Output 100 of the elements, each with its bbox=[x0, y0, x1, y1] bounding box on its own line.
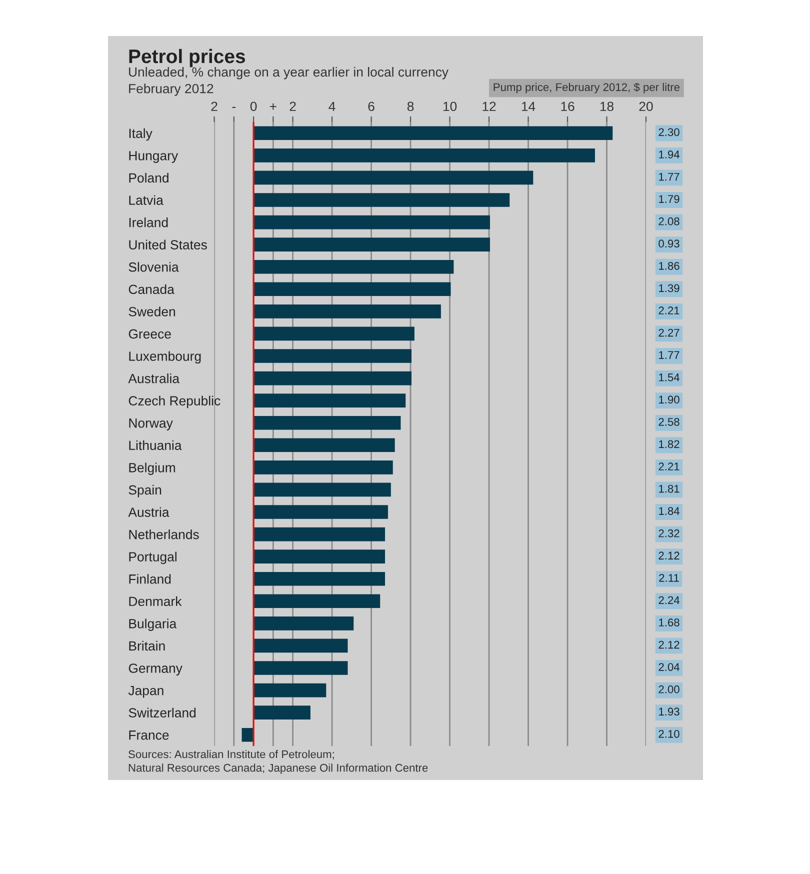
bar bbox=[254, 326, 414, 341]
data-label: 1.39 bbox=[659, 284, 680, 292]
data-label: 1.54 bbox=[659, 374, 680, 382]
y-tick-label: Bulgaria bbox=[129, 618, 177, 631]
y-tick-label: Greece bbox=[128, 329, 171, 339]
data-label: 2.21 bbox=[658, 306, 680, 314]
data-label: 1.77 bbox=[659, 351, 680, 359]
x-tick-label: 2 bbox=[211, 102, 218, 111]
bar bbox=[254, 260, 454, 274]
data-label: 2.10 bbox=[658, 730, 680, 738]
bar bbox=[254, 572, 386, 586]
y-tick-label: Denmark bbox=[129, 596, 182, 606]
data-label: 2.11 bbox=[659, 574, 679, 582]
data-label: 1.77 bbox=[659, 172, 680, 181]
bar bbox=[254, 170, 534, 185]
data-label: 2.08 bbox=[658, 217, 680, 226]
y-tick-label: Canada bbox=[128, 284, 174, 294]
data-label: 1.93 bbox=[659, 708, 680, 716]
bar bbox=[254, 416, 401, 430]
y-tick-label: Italy bbox=[129, 128, 152, 141]
bar bbox=[254, 349, 412, 363]
data-label: 1.79 bbox=[659, 195, 680, 203]
bar bbox=[254, 550, 386, 564]
y-tick-label: Switzerland bbox=[128, 708, 196, 718]
bar bbox=[254, 616, 354, 630]
data-label: 2.12 bbox=[658, 640, 680, 649]
chart-subtitle: Unleaded, % change on a year earlier in local currency February 2012 bbox=[129, 67, 448, 96]
x-tick-label: 10 bbox=[443, 102, 457, 112]
bar bbox=[254, 661, 348, 675]
y-tick-label: United States bbox=[129, 240, 207, 250]
y-tick-label: Netherlands bbox=[129, 530, 199, 540]
data-label: 2.21 bbox=[658, 462, 680, 470]
x-tick-label: + bbox=[270, 103, 276, 110]
data-label: 2.27 bbox=[658, 328, 680, 337]
bar bbox=[254, 215, 490, 230]
bar bbox=[242, 728, 254, 742]
y-tick-label: Australia bbox=[128, 374, 180, 384]
y-tick-label: Norway bbox=[129, 418, 173, 430]
x-tick-label: 4 bbox=[328, 102, 336, 111]
x-tick-label: 12 bbox=[482, 102, 496, 111]
y-tick-label: Poland bbox=[129, 172, 168, 183]
y-tick-label: Luxembourg bbox=[129, 351, 201, 364]
bar bbox=[254, 505, 388, 519]
x-tick-label: 16 bbox=[561, 102, 574, 112]
y-tick-label: Ireland bbox=[129, 218, 168, 228]
bar bbox=[254, 193, 510, 207]
data-label: 1.94 bbox=[659, 150, 680, 158]
bar bbox=[254, 460, 393, 474]
y-tick-label: Britain bbox=[129, 640, 165, 651]
data-label: 1.90 bbox=[659, 396, 680, 404]
y-tick-label: Lithuania bbox=[129, 440, 182, 450]
data-label: 2.12 bbox=[658, 552, 680, 560]
data-label: 1.82 bbox=[659, 440, 680, 448]
bar bbox=[254, 438, 395, 452]
data-label: 2.30 bbox=[658, 128, 680, 136]
x-tick-label: 14 bbox=[522, 102, 536, 111]
bar bbox=[254, 482, 391, 497]
x-tick-label: - bbox=[232, 106, 236, 108]
bar bbox=[254, 594, 380, 608]
bar bbox=[254, 304, 441, 318]
y-tick-label: Slovenia bbox=[128, 262, 179, 272]
bar bbox=[254, 706, 310, 720]
y-tick-label: Portugal bbox=[129, 552, 176, 564]
bar bbox=[254, 148, 595, 162]
bar bbox=[254, 371, 412, 386]
y-tick-label: Japan bbox=[128, 686, 164, 698]
y-tick-label: Sweden bbox=[128, 306, 176, 316]
bar bbox=[254, 638, 348, 653]
bar bbox=[254, 282, 451, 296]
bar bbox=[254, 527, 386, 542]
y-tick-label: France bbox=[129, 730, 169, 740]
data-label: 1.84 bbox=[659, 507, 680, 515]
y-tick-label: Czech Republic bbox=[128, 396, 220, 408]
data-label: 2.58 bbox=[658, 418, 680, 426]
bar bbox=[254, 126, 613, 140]
x-tick-label: 18 bbox=[600, 102, 614, 112]
bar bbox=[254, 238, 490, 252]
data-label: 2.24 bbox=[658, 596, 680, 604]
data-label: 1.68 bbox=[659, 618, 680, 626]
x-tick-label: 8 bbox=[407, 102, 414, 112]
y-tick-label: Spain bbox=[128, 484, 162, 498]
data-label: 2.04 bbox=[658, 663, 680, 671]
x-tick-label: 0 bbox=[250, 102, 257, 112]
y-tick-label: Germany bbox=[128, 664, 182, 676]
y-tick-label: Hungary bbox=[129, 151, 178, 163]
chart-title: Petrol prices bbox=[129, 48, 245, 68]
y-tick-label: Austria bbox=[128, 507, 170, 517]
data-label: 1.86 bbox=[659, 262, 680, 270]
source-note: Sources: Australian Institute of Petroleum; Natural Resources Canada; Japanese Oil Information Centre bbox=[128, 750, 428, 774]
data-label: 2.32 bbox=[658, 529, 680, 538]
bar bbox=[254, 683, 326, 698]
x-tick-label: 20 bbox=[639, 102, 653, 112]
x-tick-label: 6 bbox=[368, 102, 374, 112]
text: Pump price, February 2012, $ per litre bbox=[494, 82, 680, 94]
y-tick-label: Finland bbox=[129, 574, 171, 584]
y-tick-label: Latvia bbox=[129, 195, 164, 205]
data-label: 1.81 bbox=[659, 484, 680, 493]
y-tick-label: Belgium bbox=[129, 462, 175, 475]
data-label: 2.00 bbox=[658, 685, 680, 694]
data-label: 0.93 bbox=[658, 240, 680, 248]
